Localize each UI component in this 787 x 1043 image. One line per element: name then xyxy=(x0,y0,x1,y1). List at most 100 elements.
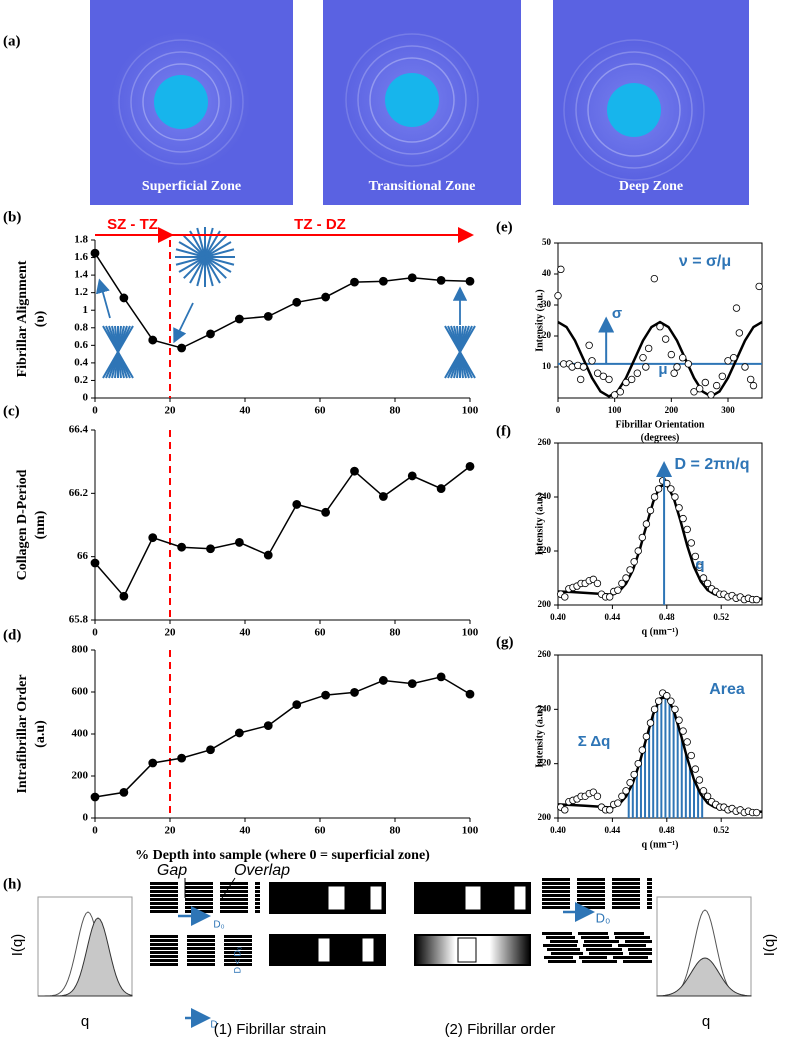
data-point xyxy=(752,595,761,604)
ring xyxy=(369,57,455,143)
fibril-segment xyxy=(150,898,178,901)
y-tick-label: 260 xyxy=(538,437,552,447)
schematic-label: q xyxy=(81,1013,89,1030)
data-point xyxy=(588,357,596,365)
y-tick-label: 200 xyxy=(72,770,89,782)
fibril-segment xyxy=(220,894,248,897)
y-tick-label: 0.8 xyxy=(74,321,88,333)
data-point xyxy=(656,323,664,331)
data-point xyxy=(755,282,763,291)
fibril-segment xyxy=(224,943,252,946)
fibril-segment xyxy=(255,898,260,901)
fibril-segment xyxy=(185,898,213,901)
data-point xyxy=(626,566,634,574)
x-tick-label: 40 xyxy=(240,825,252,837)
fibril-segment xyxy=(255,890,260,893)
gap-window xyxy=(513,885,527,911)
data-point xyxy=(622,378,630,387)
data-point xyxy=(605,806,614,814)
fibril-segment xyxy=(255,910,260,913)
data-point xyxy=(148,335,158,345)
data-point xyxy=(618,579,626,588)
x-tick-label: 60 xyxy=(315,627,327,639)
image-caption: Deep Zone xyxy=(619,179,683,194)
fibril-segment xyxy=(150,947,178,950)
schematic-label: Gap xyxy=(157,862,187,879)
area-bar xyxy=(676,723,679,818)
fibril-segment xyxy=(220,886,248,889)
x-axis-label: Fibrillar Orientation xyxy=(616,419,705,430)
fibril-segment xyxy=(612,878,640,881)
schematic-label: q xyxy=(702,1013,710,1030)
data-point xyxy=(177,542,187,552)
y-tick-label: 0 xyxy=(83,392,89,404)
ring xyxy=(575,51,693,169)
fibril-segment xyxy=(647,894,652,897)
panel-label: (c) xyxy=(3,403,20,419)
data-point xyxy=(119,787,129,797)
fibril-segment xyxy=(614,932,644,935)
fibril-segment xyxy=(548,960,576,963)
data-point xyxy=(695,563,704,571)
data-point xyxy=(732,304,741,312)
data-point xyxy=(644,344,653,353)
data-point xyxy=(292,297,302,307)
data-point xyxy=(579,363,588,371)
y-axis-label: Intrafibrillar Order xyxy=(15,674,30,793)
x-tick-label: 0.44 xyxy=(605,612,621,622)
data-point xyxy=(654,697,663,705)
x-tick-label: 0 xyxy=(556,405,561,415)
area-bar xyxy=(684,753,687,818)
data-point xyxy=(119,591,129,601)
data-point xyxy=(593,369,602,377)
ring xyxy=(118,39,244,165)
data-point xyxy=(90,558,100,568)
fibril xyxy=(444,325,476,379)
data-point xyxy=(465,276,475,286)
ring xyxy=(345,33,479,167)
fibril-segment xyxy=(618,944,646,947)
y-tick-label: 40 xyxy=(542,268,552,278)
x-tick-label: 0.48 xyxy=(659,612,675,622)
schematic-label: D₀ xyxy=(213,920,224,931)
fibril-segment xyxy=(255,886,260,889)
data-point xyxy=(673,363,681,371)
area-bar xyxy=(648,728,651,818)
schematic-label: (2) Fibrillar order xyxy=(445,1021,556,1038)
fibril-segment xyxy=(647,898,652,901)
panel-label: (b) xyxy=(3,209,21,225)
data-point xyxy=(646,506,655,515)
y-tick-label: 600 xyxy=(72,686,89,698)
fibril-segment xyxy=(542,894,570,897)
ring xyxy=(563,39,705,181)
data-point xyxy=(650,493,659,501)
ring xyxy=(130,51,232,153)
beamstop xyxy=(385,73,439,127)
y-tick-label: 400 xyxy=(72,728,89,740)
data-point xyxy=(557,265,565,274)
fibril xyxy=(175,248,235,266)
image-caption: Superficial Zone xyxy=(142,179,241,194)
data-point xyxy=(634,547,642,555)
chart: (b) 0 0.2 0.4 0.6 0.8 1 1.2 1.4 1.6 1.8 0 20 40 60 80 10… xyxy=(3,209,479,416)
area-bar xyxy=(644,743,647,818)
y-tick-label: 0.4 xyxy=(74,356,88,368)
region-label: SZ - TZ xyxy=(107,216,158,233)
y-tick-label: 66.2 xyxy=(69,487,89,499)
fibril-segment xyxy=(224,955,252,958)
data-point xyxy=(177,343,187,353)
data-point xyxy=(119,293,129,303)
fibril-segment xyxy=(185,890,213,893)
data-point xyxy=(378,276,388,286)
data-line xyxy=(94,676,471,798)
fibril-segment xyxy=(577,890,605,893)
fibril-segment xyxy=(577,882,605,885)
fibril-segment xyxy=(224,963,252,966)
data-point xyxy=(585,341,593,349)
fibril-segment xyxy=(612,890,640,893)
beamstop xyxy=(607,83,661,137)
x-tick-label: 60 xyxy=(315,825,327,837)
fibril-segment xyxy=(150,943,178,946)
data-point xyxy=(292,500,302,509)
fibril-segment xyxy=(255,906,260,909)
